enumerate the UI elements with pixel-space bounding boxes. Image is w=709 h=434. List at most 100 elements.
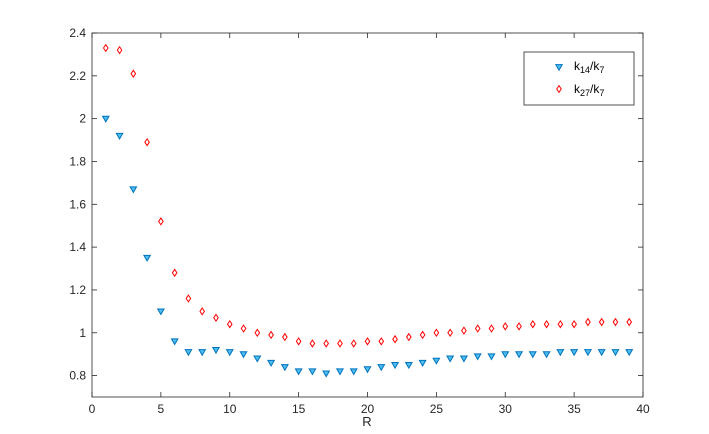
data-point [570, 349, 579, 357]
data-point [280, 364, 289, 372]
data-point [116, 45, 123, 55]
data-series [101, 43, 634, 378]
data-point [487, 353, 496, 361]
data-point [213, 313, 219, 323]
y-tick-label: 2.4 [69, 26, 86, 40]
data-point [226, 319, 233, 329]
data-point [529, 319, 536, 329]
data-point [390, 361, 400, 370]
data-point [115, 132, 124, 140]
data-point [543, 319, 550, 329]
data-point [130, 69, 137, 78]
data-point [488, 324, 495, 333]
data-point [598, 317, 605, 327]
x-tick-label: 40 [636, 402, 650, 416]
legend-marker-k14-k7 [554, 64, 564, 72]
data-point [156, 308, 165, 316]
data-point [585, 317, 591, 327]
data-point [158, 217, 164, 226]
data-point [198, 349, 207, 357]
data-point [514, 351, 524, 359]
data-point [143, 254, 152, 263]
y-tick-label: 2 [79, 112, 86, 126]
data-point [626, 317, 633, 327]
data-point [447, 328, 453, 338]
legend-label-k27-k7: k27/k7 [574, 82, 604, 98]
x-tick-label: 15 [292, 402, 306, 416]
x-tick-label: 25 [430, 402, 444, 416]
y-tick-label: 2.2 [69, 69, 86, 83]
data-point [542, 351, 551, 359]
data-point [516, 322, 522, 331]
data-point [199, 307, 206, 316]
data-point [240, 324, 247, 333]
data-point [349, 368, 358, 376]
x-tick-label: 10 [223, 402, 237, 416]
data-point [267, 359, 276, 367]
data-point [308, 368, 317, 376]
data-point [295, 337, 302, 346]
data-point [583, 349, 592, 357]
x-tick-label: 20 [361, 402, 375, 416]
y-tick-label: 1.2 [69, 283, 86, 297]
data-point [612, 317, 619, 327]
data-point [418, 359, 427, 367]
x-tick-label: 30 [499, 402, 513, 416]
data-point [335, 368, 345, 376]
data-point [528, 351, 537, 359]
x-tick-label: 0 [89, 402, 96, 416]
legend-marker-k27-k7 [556, 84, 562, 94]
data-point [378, 337, 385, 346]
data-point [253, 355, 262, 363]
data-point [446, 355, 455, 363]
legend-diamond-marker [556, 84, 562, 94]
data-point [337, 339, 343, 348]
data-point [433, 328, 440, 338]
data-point [254, 328, 261, 338]
y-tick-label: 1.4 [69, 240, 86, 254]
axes [91, 32, 644, 398]
data-point [294, 368, 303, 376]
y-tick-label: 1 [79, 326, 86, 340]
data-point [239, 351, 248, 359]
data-point [184, 349, 193, 357]
data-point [459, 355, 468, 363]
series-k27-k7 [102, 43, 633, 348]
data-point [170, 338, 179, 346]
y-tick-label: 0.8 [69, 369, 86, 383]
data-point [501, 351, 510, 359]
y-tick-label: 1.8 [69, 154, 86, 168]
data-point [268, 330, 274, 340]
data-point [611, 349, 620, 357]
x-axis-label: R [362, 414, 371, 429]
legend-triangle-marker [554, 64, 564, 72]
tick-labels: 0 5 10 15 20 25 30 35 40 0.8 1 1.2 1.4 1.6 1.8 2 2.2 2.4 [69, 26, 650, 416]
data-point [185, 294, 192, 303]
data-point [557, 319, 564, 329]
data-point [461, 326, 467, 335]
data-point [571, 319, 577, 329]
data-point [405, 332, 412, 342]
data-point [364, 337, 371, 346]
legend-box [523, 51, 635, 106]
x-tick-label: 5 [158, 402, 165, 416]
data-point [625, 349, 634, 357]
data-point [323, 339, 330, 348]
data-point [473, 353, 482, 361]
data-point [101, 115, 110, 123]
x-tick-label: 35 [567, 402, 581, 416]
data-point [322, 370, 331, 378]
legend: k14/k7 k27/k7 [523, 51, 635, 106]
data-point [309, 339, 316, 348]
data-point [597, 349, 606, 357]
data-point [211, 346, 221, 355]
data-point [419, 330, 426, 340]
data-point [350, 339, 357, 348]
data-point [225, 349, 234, 357]
y-tick-label: 1.6 [69, 197, 86, 211]
data-point [363, 366, 372, 374]
data-point [129, 186, 138, 194]
data-point [474, 324, 481, 333]
legend-label-k14-k7: k14/k7 [574, 59, 604, 75]
